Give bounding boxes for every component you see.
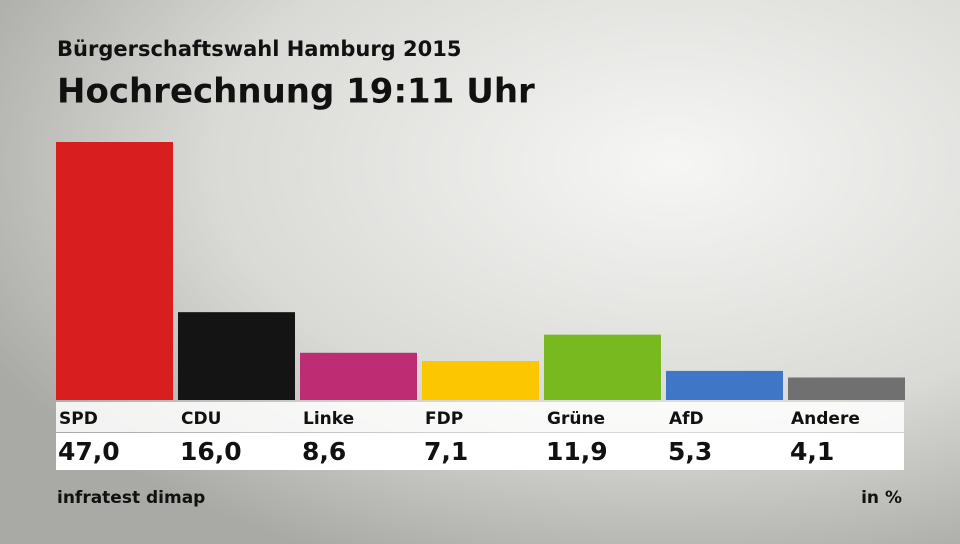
category-label: AfD [669, 409, 704, 429]
value-label: 47,0 [58, 437, 120, 466]
category-label: Linke [303, 409, 354, 429]
chart-title: Hochrechnung 19:11 Uhr [57, 72, 535, 112]
chart-subtitle: Bürgerschaftswahl Hamburg 2015 [57, 37, 461, 61]
bar [666, 370, 783, 400]
category-label: FDP [425, 409, 463, 429]
bar [422, 361, 539, 400]
value-row [56, 433, 904, 470]
bar [300, 352, 417, 400]
value-label: 8,6 [302, 437, 346, 466]
value-label: 11,9 [546, 437, 608, 466]
source: infratest dimap [57, 488, 205, 508]
unit-label: in % [861, 488, 902, 508]
category-label: CDU [181, 409, 221, 429]
category-label: Andere [791, 409, 860, 429]
bar [788, 377, 905, 400]
value-label: 16,0 [180, 437, 242, 466]
bar [544, 334, 661, 400]
value-label: 7,1 [424, 437, 468, 466]
bar [56, 142, 173, 400]
bar [178, 312, 295, 400]
category-label: Grüne [547, 409, 605, 429]
value-label: 4,1 [790, 437, 834, 466]
category-label: SPD [59, 409, 98, 429]
value-label: 5,3 [668, 437, 712, 466]
label-row [56, 402, 904, 432]
